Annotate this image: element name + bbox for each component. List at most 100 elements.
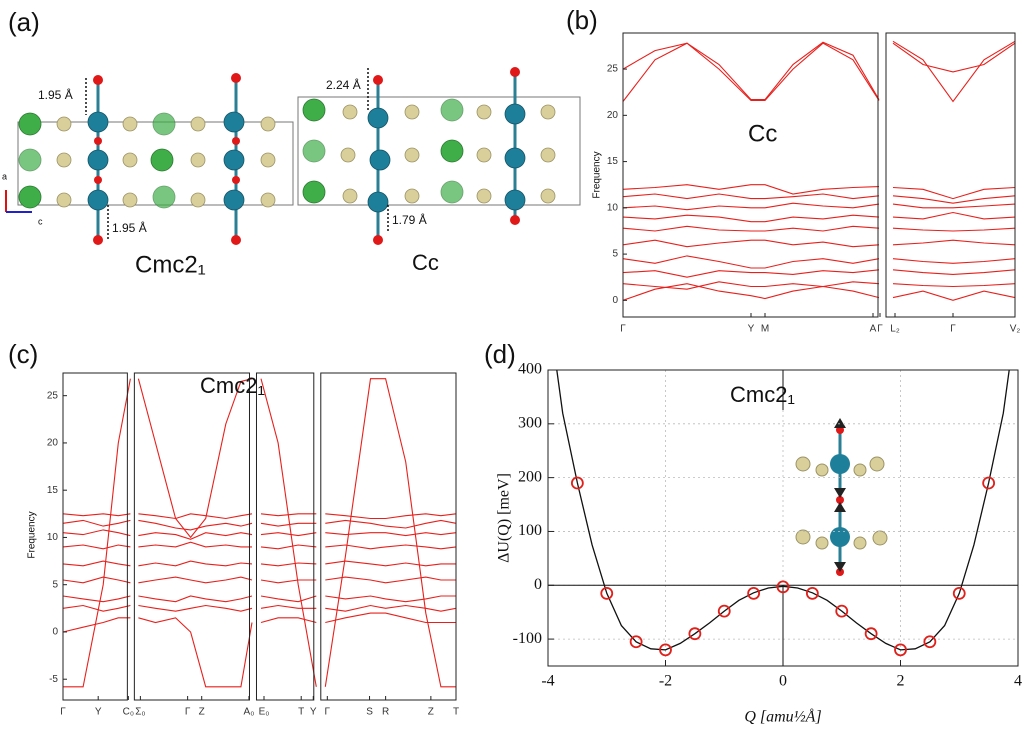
x-tick-label: Z bbox=[428, 707, 434, 718]
x-tick-label: -4 bbox=[541, 673, 554, 690]
y-tick-label: 10 bbox=[47, 532, 59, 543]
data-point bbox=[952, 586, 966, 600]
band-line bbox=[260, 617, 317, 624]
y-axis-label: Frequency bbox=[27, 511, 38, 558]
panel-label: (c) bbox=[8, 339, 38, 369]
y-tick-label: 0 bbox=[534, 576, 542, 593]
y-tick-label: 20 bbox=[607, 110, 619, 121]
band-line bbox=[62, 604, 131, 612]
band-line bbox=[325, 532, 457, 537]
band-line bbox=[138, 576, 253, 584]
distance-label: 1.79 Å bbox=[392, 212, 427, 227]
y-tick-label: 25 bbox=[47, 390, 59, 401]
x-tick-label: E₀ bbox=[259, 707, 270, 718]
annotation: Cmc2₁ bbox=[200, 373, 265, 398]
band-line bbox=[62, 560, 131, 567]
band-line bbox=[138, 604, 253, 612]
band-line bbox=[622, 239, 880, 248]
band-line bbox=[892, 227, 1016, 232]
band-line bbox=[62, 595, 131, 603]
band-line bbox=[892, 239, 1016, 246]
structure-right bbox=[297, 67, 581, 245]
x-tick-label: 4 bbox=[1014, 673, 1022, 690]
panel-label: (b) bbox=[566, 5, 598, 35]
band-line bbox=[325, 604, 457, 612]
band-line bbox=[138, 617, 253, 688]
panel-label: (a) bbox=[8, 7, 40, 37]
band-line bbox=[260, 595, 317, 603]
distance-label: 2.24 Å bbox=[326, 77, 361, 92]
x-tick-label: A₀ bbox=[244, 707, 255, 718]
band-line bbox=[260, 378, 317, 687]
band-line bbox=[325, 576, 456, 584]
band-line bbox=[260, 562, 317, 567]
axis-label: c bbox=[38, 216, 43, 226]
x-tick-label: 2 bbox=[897, 673, 905, 690]
band-line bbox=[622, 281, 880, 290]
band-line bbox=[622, 283, 880, 301]
y-axis-label: ΔU(Q) [meV] bbox=[496, 473, 513, 563]
distance-label: 1.95 Å bbox=[112, 220, 147, 235]
panel-label: (d) bbox=[484, 339, 516, 369]
x-tick-label: A bbox=[870, 324, 877, 335]
band-line bbox=[325, 519, 457, 529]
data-point bbox=[982, 476, 996, 490]
x-tick-label: Γ bbox=[950, 324, 956, 335]
panel-frame bbox=[133, 372, 250, 701]
y-tick-label: 100 bbox=[518, 522, 542, 539]
x-tick-label: R bbox=[382, 707, 389, 718]
band-line bbox=[622, 184, 880, 195]
band-line bbox=[325, 612, 456, 624]
band-line bbox=[325, 513, 457, 520]
y-tick-label: 400 bbox=[518, 361, 542, 378]
band-line bbox=[622, 202, 880, 211]
data-point bbox=[923, 635, 937, 649]
y-tick-label: 15 bbox=[607, 156, 619, 167]
x-tick-label: S bbox=[366, 707, 373, 718]
x-tick-label: T bbox=[453, 707, 459, 718]
band-line bbox=[324, 378, 456, 688]
band-line bbox=[62, 513, 131, 517]
y-tick-label: 5 bbox=[52, 579, 58, 590]
x-tick-label: Γ bbox=[325, 707, 331, 718]
x-tick-label: T bbox=[298, 707, 304, 718]
band-line bbox=[260, 544, 317, 550]
x-tick-label: Y bbox=[95, 707, 102, 718]
annotation: Cc bbox=[748, 120, 777, 147]
data-point bbox=[629, 635, 643, 649]
band-line bbox=[892, 258, 1016, 264]
band-line bbox=[892, 290, 1016, 301]
data-point bbox=[864, 627, 878, 641]
x-tick-label: Y bbox=[748, 324, 755, 335]
panel-frame bbox=[62, 372, 128, 701]
data-point bbox=[747, 586, 761, 600]
band-line bbox=[138, 519, 253, 531]
band-line bbox=[260, 513, 317, 517]
x-tick-label: Z bbox=[199, 707, 205, 718]
panel-frame bbox=[255, 372, 315, 701]
x-tick-label: Γ bbox=[60, 707, 66, 718]
x-tick-label: Γ bbox=[185, 707, 191, 718]
data-point bbox=[688, 627, 702, 641]
band-line bbox=[260, 522, 317, 527]
data-point bbox=[894, 643, 907, 657]
data-point bbox=[659, 643, 672, 657]
phase-label: Cmc2₁ bbox=[135, 251, 206, 278]
data-point bbox=[835, 604, 849, 618]
band-line bbox=[622, 41, 880, 101]
plot-frame bbox=[547, 369, 1019, 667]
y-axis-label: Frequency bbox=[592, 151, 603, 198]
data-point bbox=[776, 580, 790, 594]
y-tick-label: 20 bbox=[47, 438, 59, 449]
x-tick-label: Γ bbox=[877, 324, 883, 335]
band-line bbox=[62, 529, 131, 537]
band-line bbox=[62, 576, 131, 584]
band-line bbox=[137, 378, 253, 539]
band-line bbox=[622, 193, 880, 200]
y-tick-label: 5 bbox=[612, 249, 618, 260]
band-line bbox=[892, 203, 1016, 209]
band-line bbox=[892, 42, 1016, 73]
band-line bbox=[325, 595, 456, 603]
band-line bbox=[260, 579, 317, 584]
